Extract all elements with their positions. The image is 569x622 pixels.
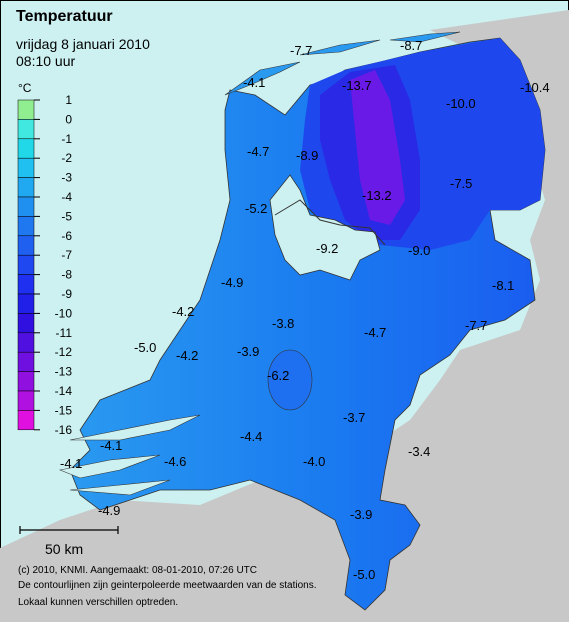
station-value: -13.2 bbox=[362, 188, 392, 203]
unit: °C bbox=[18, 81, 32, 95]
station-value: -4.7 bbox=[247, 144, 269, 159]
legend-label: -11 bbox=[56, 326, 73, 340]
legend-swatch bbox=[17, 274, 35, 295]
station-value: -3.9 bbox=[237, 344, 259, 359]
legend-swatch bbox=[17, 177, 35, 198]
footer-line: (c) 2010, KNMI. Aangemaakt: 08-01-2010, … bbox=[18, 565, 257, 576]
legend-label: -4 bbox=[61, 190, 72, 204]
legend-swatch bbox=[17, 293, 35, 314]
legend-swatch bbox=[17, 371, 35, 392]
legend-label: -8 bbox=[61, 268, 72, 282]
legend-swatch bbox=[17, 119, 35, 140]
islands bbox=[224, 31, 461, 96]
station-value: -4.9 bbox=[98, 503, 120, 518]
legend-label: -2 bbox=[61, 151, 72, 165]
station-value: -13.7 bbox=[342, 78, 372, 93]
station-value: -9.0 bbox=[408, 243, 430, 258]
station-value: -4.1 bbox=[243, 75, 265, 90]
station-value: -9.2 bbox=[316, 241, 338, 256]
station-value: -3.7 bbox=[343, 410, 365, 425]
station-value: -4.1 bbox=[100, 438, 122, 453]
scale-label: 50 km bbox=[45, 541, 83, 557]
title: Temperatuur bbox=[16, 8, 113, 25]
legend: 1 0 -1 -2 -3 -4 -5 -6 -7 -8 -9 -10 -11 -12 -13 -14 -15 -1… bbox=[17, 93, 73, 437]
station-value: -4.0 bbox=[303, 454, 325, 469]
legend-label: 1 bbox=[65, 93, 72, 107]
station-value: -3.9 bbox=[350, 507, 372, 522]
date: vrijdag 8 januari 2010 bbox=[16, 36, 150, 52]
station-value: -10.0 bbox=[446, 96, 476, 111]
legend-swatch bbox=[17, 196, 35, 217]
dike bbox=[274, 199, 386, 246]
station-value: -4.1 bbox=[60, 456, 82, 471]
legend-label: -7 bbox=[61, 248, 72, 262]
stations: -7.7 -8.7 -4.1 -13.7 -10.0 -10.4 -4.7 -8.9 -7.5 -… bbox=[60, 38, 550, 582]
legend-swatch bbox=[17, 138, 35, 159]
legend-swatch bbox=[17, 235, 35, 256]
legend-swatch bbox=[17, 313, 35, 334]
legend-swatch bbox=[17, 390, 35, 411]
estuaries bbox=[58, 414, 201, 496]
legend-label: -6 bbox=[61, 229, 72, 243]
legend-swatch bbox=[17, 254, 35, 275]
footer-line: Lokaal kunnen verschillen optreden. bbox=[18, 597, 178, 608]
time: 08:10 uur bbox=[16, 53, 75, 69]
station-value: -6.2 bbox=[267, 368, 289, 383]
station-value: -4.2 bbox=[172, 304, 194, 319]
station-value: -3.4 bbox=[408, 444, 430, 459]
legend-label: -16 bbox=[55, 423, 73, 437]
neighbour-land bbox=[0, 10, 569, 622]
legend-label: -15 bbox=[55, 403, 73, 417]
station-value: -3.8 bbox=[272, 316, 294, 331]
station-value: -10.4 bbox=[520, 80, 550, 95]
legend-label: 0 bbox=[65, 112, 72, 126]
station-value: -5.0 bbox=[353, 567, 375, 582]
legend-label: -3 bbox=[61, 171, 72, 185]
station-value: -7.7 bbox=[290, 43, 312, 58]
station-value: -8.7 bbox=[400, 38, 422, 53]
station-value: -7.7 bbox=[465, 318, 487, 333]
station-value: -5.2 bbox=[245, 201, 267, 216]
station-value: -8.9 bbox=[296, 148, 318, 163]
legend-swatch bbox=[17, 216, 35, 237]
coldest-zone bbox=[350, 70, 405, 225]
station-value: -4.4 bbox=[240, 429, 262, 444]
legend-label: -5 bbox=[61, 209, 72, 223]
station-value: -8.1 bbox=[492, 278, 514, 293]
station-value: -7.5 bbox=[450, 176, 472, 191]
scale-bar bbox=[19, 526, 119, 534]
legend-label: -9 bbox=[61, 287, 72, 301]
legend-swatch bbox=[17, 351, 35, 372]
station-value: -5.0 bbox=[134, 340, 156, 355]
legend-label: -12 bbox=[55, 345, 73, 359]
legend-label: -14 bbox=[55, 384, 73, 398]
legend-swatch bbox=[17, 410, 35, 431]
cold-spot bbox=[267, 349, 313, 411]
legend-swatch bbox=[17, 332, 35, 353]
station-value: -4.7 bbox=[364, 325, 386, 340]
legend-swatch bbox=[17, 157, 35, 178]
legend-label: -13 bbox=[55, 365, 73, 379]
footer-line: De contourlijnen zijn geinterpoleerde me… bbox=[18, 580, 317, 591]
legend-swatch bbox=[17, 99, 35, 120]
station-value: -4.9 bbox=[221, 275, 243, 290]
station-value: -4.2 bbox=[176, 348, 198, 363]
legend-label: -10 bbox=[55, 306, 73, 320]
station-value: -4.6 bbox=[164, 454, 186, 469]
legend-label: -1 bbox=[61, 132, 72, 146]
